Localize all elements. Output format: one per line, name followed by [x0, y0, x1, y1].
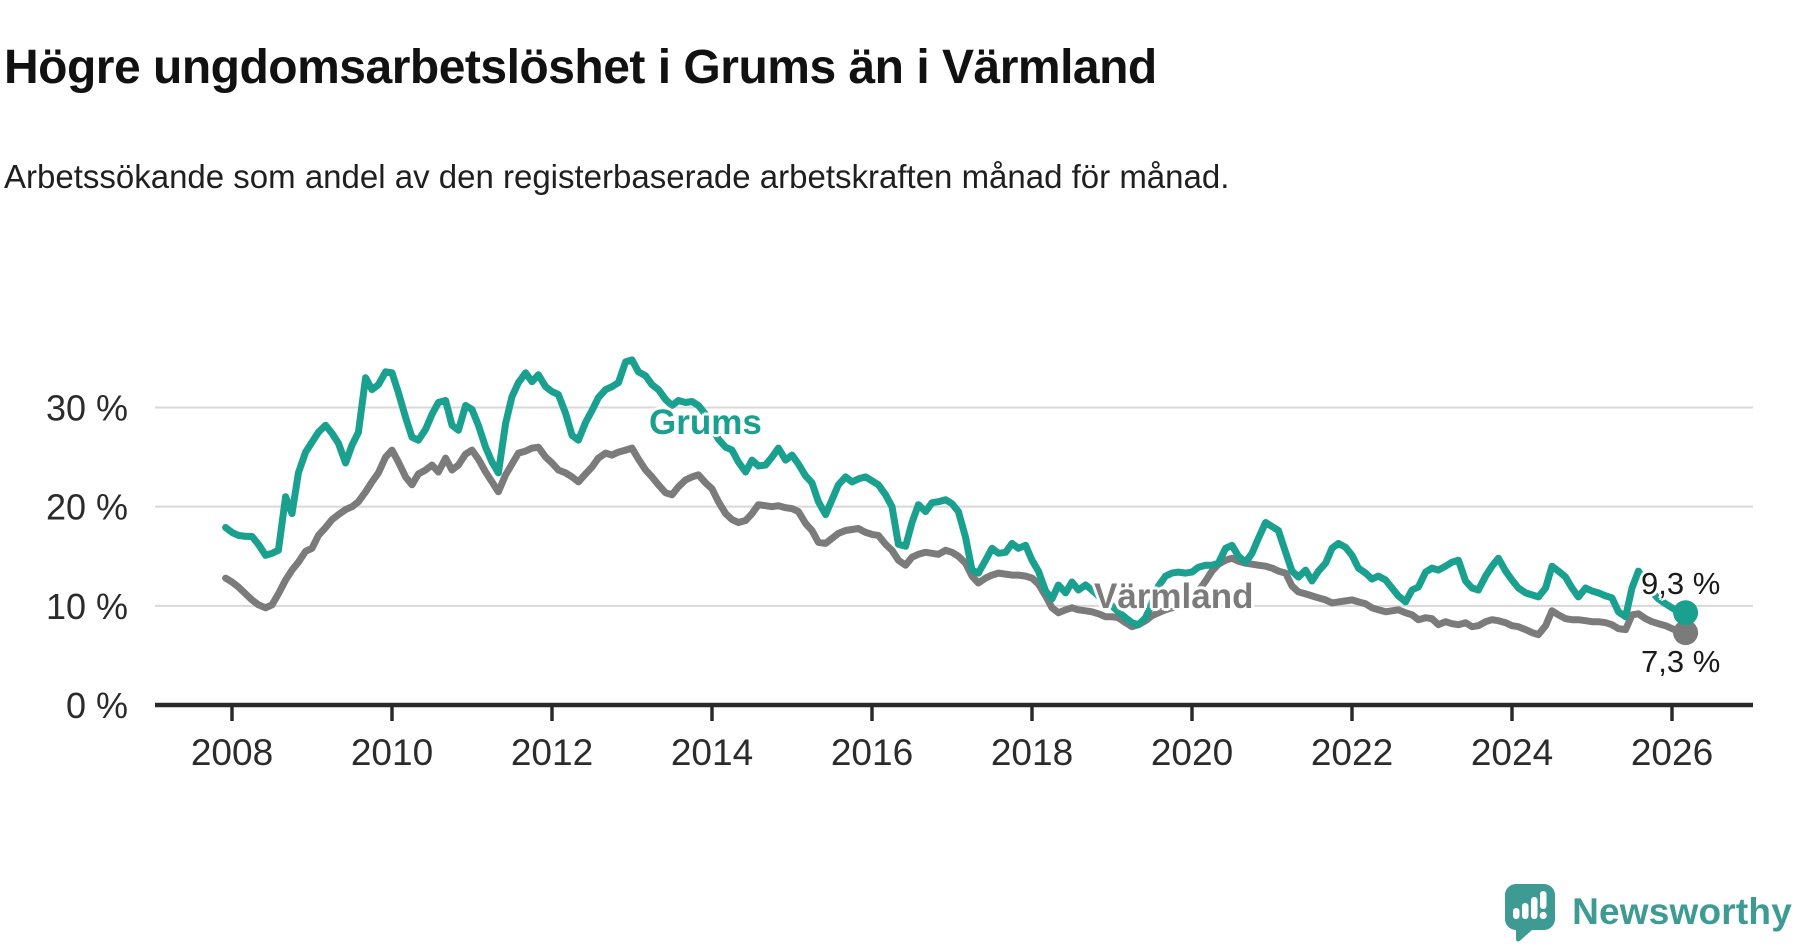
end-value-grums: 9,3 %: [1641, 566, 1721, 601]
series-label-varmland: Värmland: [1094, 577, 1254, 616]
end-value-varmland: 7,3 %: [1641, 644, 1721, 679]
newsworthy-logo-text: Newsworthy: [1572, 891, 1792, 932]
x-tick-label: 2020: [1151, 732, 1233, 773]
x-tick-label: 2008: [191, 732, 273, 773]
x-tick-label: 2026: [1631, 732, 1713, 773]
x-tick-label: 2024: [1471, 732, 1553, 773]
y-tick-label: 0 %: [66, 685, 128, 726]
x-tick-label: 2014: [671, 732, 753, 773]
logo-exclamation-bar: [1540, 891, 1547, 909]
logo-bar-3: [1531, 897, 1538, 919]
y-tick-label: 10 %: [46, 586, 128, 627]
y-tick-label: 20 %: [46, 487, 128, 528]
series-line-grums: [222, 356, 1690, 629]
y-tick-label: 30 %: [46, 387, 128, 428]
series-line-värmland: [222, 443, 1690, 639]
end-dot-grums: [1673, 600, 1699, 626]
logo-bubble-shape: [1505, 884, 1556, 942]
newsworthy-brand: Newsworthy: [1502, 882, 1792, 942]
newsworthy-logo-icon: [1505, 884, 1556, 942]
x-tick-label: 2016: [831, 732, 913, 773]
logo-exclamation-dot: [1539, 911, 1547, 920]
x-tick-label: 2012: [511, 732, 593, 773]
logo-bar-2: [1522, 903, 1529, 919]
x-tick-label: 2018: [991, 732, 1073, 773]
logo-bar-1: [1513, 908, 1520, 919]
chart-subtitle: Arbetssökande som andel av den registerb…: [4, 158, 1230, 195]
x-tick-label: 2022: [1311, 732, 1393, 773]
x-tick-label: 2010: [351, 732, 433, 773]
page-title: Högre ungdomsarbetslöshet i Grums än i V…: [4, 41, 1157, 95]
series-label-grums: Grums: [649, 403, 762, 442]
end-dot-värmland: [1673, 620, 1699, 646]
